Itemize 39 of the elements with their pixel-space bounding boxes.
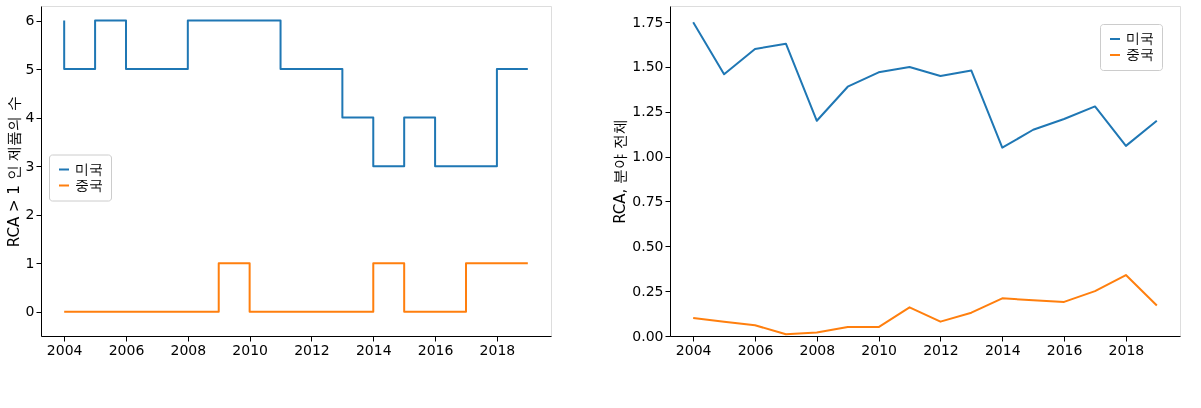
x-tick-label: 2016 <box>1046 341 1083 358</box>
y-axis-title: RCA > 1 인 제품의 수 <box>4 95 23 248</box>
x-tick-label: 2012 <box>294 341 330 358</box>
y-tick-label: 1 <box>25 254 35 271</box>
x-tick-label: 2010 <box>232 341 268 358</box>
x-tick-label: 2006 <box>737 341 774 358</box>
x-tick-label: 2018 <box>479 341 516 358</box>
y-tick-label: 0.50 <box>632 237 664 254</box>
y-tick-label: 5 <box>25 60 35 77</box>
x-tick-label: 2012 <box>923 341 959 358</box>
x-tick-label: 2010 <box>861 341 897 358</box>
y-tick-label: 6 <box>25 12 35 29</box>
x-tick-label: 2008 <box>170 341 207 358</box>
y-tick-label: 1.00 <box>632 148 664 165</box>
line-series <box>692 21 1158 149</box>
y-tick-label: 2 <box>25 206 35 223</box>
x-tick-label: 2014 <box>984 341 1021 358</box>
legend-label: 중국 <box>75 176 103 193</box>
legend-label: 미국 <box>75 160 103 177</box>
y-tick-label: 1.25 <box>632 103 664 120</box>
x-tick-label: 2008 <box>799 341 836 358</box>
line-series <box>692 274 1158 336</box>
x-tick-label: 2014 <box>355 341 392 358</box>
y-tick-label: 0 <box>25 303 35 320</box>
x-tick-label: 2004 <box>675 341 712 358</box>
y-tick-label: 1.75 <box>632 13 664 30</box>
legend-label: 중국 <box>1126 46 1154 62</box>
x-tick-label: 2016 <box>417 341 454 358</box>
y-tick-label: 0.75 <box>632 192 664 209</box>
x-tick-label: 2018 <box>1108 341 1145 358</box>
y-tick-label: 4 <box>25 109 35 126</box>
x-tick-label: 2006 <box>108 341 145 358</box>
y-tick-label: 1.50 <box>632 58 664 75</box>
legend-label: 미국 <box>1126 30 1154 46</box>
y-tick-label: 0.00 <box>632 327 664 344</box>
y-axis-title: RCA, 분야 전체 <box>611 119 630 224</box>
x-tick-label: 2004 <box>46 341 83 358</box>
y-tick-label: 0.25 <box>632 282 664 299</box>
y-tick-label: 3 <box>25 157 35 174</box>
